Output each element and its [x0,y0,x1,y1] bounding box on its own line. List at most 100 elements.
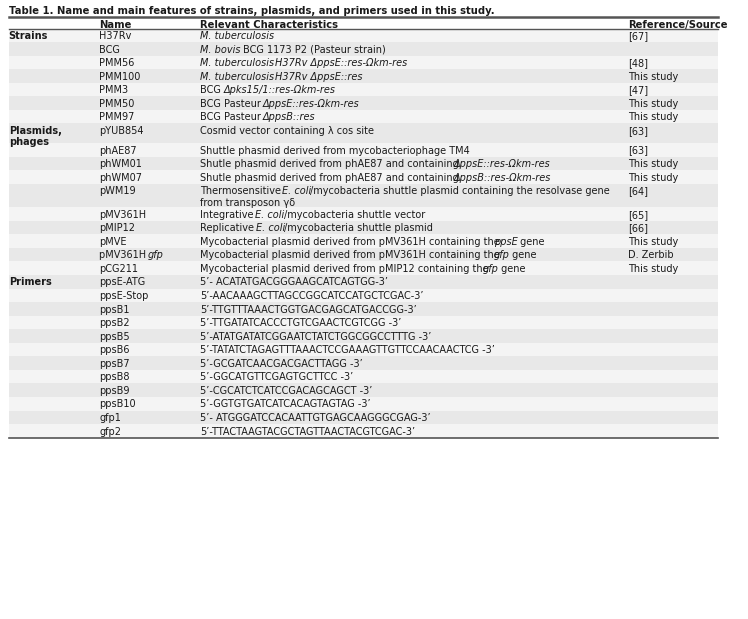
Bar [9,383,718,397]
Text: Relevant Characteristics: Relevant Characteristics [200,20,339,30]
Text: Reference/Source: Reference/Source [628,20,727,30]
Text: BCG 1173 P2 (Pasteur strain): BCG 1173 P2 (Pasteur strain) [242,45,385,54]
Text: [63]: [63] [628,126,648,136]
Bar [9,261,718,275]
Bar [9,288,718,302]
Text: [64]: [64] [628,186,648,196]
Text: M. tuberculosis: M. tuberculosis [200,72,278,82]
Bar [9,28,718,42]
Text: gene: gene [509,250,536,261]
Bar [9,97,718,110]
Text: Shuttle phasmid derived from mycobacteriophage TM4: Shuttle phasmid derived from mycobacteri… [200,145,470,155]
Text: This study: This study [628,159,678,169]
Text: E. coli: E. coli [282,186,311,196]
Bar [9,302,718,316]
Text: gfp: gfp [483,264,499,274]
Text: ΔppsB::res-Ωkm-res: ΔppsB::res-Ωkm-res [454,173,551,183]
Text: from transposon γδ: from transposon γδ [200,198,295,208]
Bar [9,110,718,123]
Text: M. tuberculosis: M. tuberculosis [200,58,278,68]
Bar [9,424,718,438]
Text: pMVE: pMVE [99,237,126,247]
Text: H37Rv ΔppsE::res-Ωkm-res: H37Rv ΔppsE::res-Ωkm-res [275,58,408,68]
Bar [9,56,718,69]
Text: phWM01: phWM01 [99,159,142,169]
Text: ppsB5: ppsB5 [99,332,129,342]
Text: Name: Name [99,20,132,30]
Text: ppsE-ATG: ppsE-ATG [99,277,145,287]
Text: pCG211: pCG211 [99,264,138,274]
Text: Table 1. Name and main features of strains, plasmids, and primers used in this s: Table 1. Name and main features of strai… [9,6,494,15]
Text: This study: This study [628,72,678,82]
Bar [9,248,718,261]
Bar [9,69,718,83]
Text: [63]: [63] [628,145,648,155]
Text: This study: This study [628,264,678,274]
Text: 5’-ATATGATATCGGAATCTATCTGGCGGCCTTTG -3’: 5’-ATATGATATCGGAATCTATCTGGCGGCCTTTG -3’ [200,332,432,342]
Text: phWM07: phWM07 [99,173,142,183]
Text: H37Rv ΔppsE::res: H37Rv ΔppsE::res [275,72,363,82]
Text: ΔppsE::res-Ωkm-res: ΔppsE::res-Ωkm-res [454,159,551,169]
Bar [9,343,718,357]
Bar [9,221,718,235]
Text: gene: gene [498,264,526,274]
Text: D. Zerbib: D. Zerbib [628,250,673,261]
Text: Shutle phasmid derived from phAE87 and containing: Shutle phasmid derived from phAE87 and c… [200,159,462,169]
Text: phAE87: phAE87 [99,145,137,155]
Text: ppsE-Stop: ppsE-Stop [99,291,149,301]
Text: Mycobacterial plasmid derived from pMIP12 containing the: Mycobacterial plasmid derived from pMIP1… [200,264,492,274]
Text: Strains: Strains [9,31,48,41]
Text: Cosmid vector containing λ cos site: Cosmid vector containing λ cos site [200,126,375,136]
Bar [9,184,718,207]
Text: 5’-GGCATGTTCGAGTGCTTCC -3’: 5’-GGCATGTTCGAGTGCTTCC -3’ [200,373,354,383]
Text: ppsB9: ppsB9 [99,386,129,396]
Bar [9,357,718,370]
Text: ppsB8: ppsB8 [99,373,129,383]
Bar [9,397,718,410]
Text: 5’-TTGATATCACCCTGTCGAACTCGTCGG -3’: 5’-TTGATATCACCCTGTCGAACTCGTCGG -3’ [200,318,402,328]
Text: gfp1: gfp1 [99,413,121,423]
Bar [9,83,718,97]
Text: Integrative: Integrative [200,210,257,220]
Text: /mycobacteria shuttle plasmid: /mycobacteria shuttle plasmid [284,223,433,233]
Text: pWM19: pWM19 [99,186,135,196]
Text: 5’-GGTGTGATCATCACAGTAGTAG -3’: 5’-GGTGTGATCATCACAGTAGTAG -3’ [200,399,371,409]
Text: PMM56: PMM56 [99,58,135,68]
Text: 5’-CGCATCTCATCCGACAGCAGCT -3’: 5’-CGCATCTCATCCGACAGCAGCT -3’ [200,386,373,396]
Text: PMM3: PMM3 [99,85,128,95]
Text: gene: gene [517,237,544,247]
Text: PMM97: PMM97 [99,112,135,123]
Text: Mycobacterial plasmid derived from pMV361H containing the: Mycobacterial plasmid derived from pMV36… [200,250,503,261]
Text: BCG Pasteur: BCG Pasteur [200,99,265,109]
Text: pMV361H: pMV361H [99,210,147,220]
Text: This study: This study [628,237,678,247]
Text: PMM50: PMM50 [99,99,135,109]
Text: E. coli: E. coli [256,223,285,233]
Text: gfp2: gfp2 [99,426,121,436]
Text: 5’-AACAAAGCTTAGCCGGCATCCATGCTCGAC-3’: 5’-AACAAAGCTTAGCCGGCATCCATGCTCGAC-3’ [200,291,424,301]
Text: E. coli: E. coli [255,210,284,220]
Text: BCG Pasteur: BCG Pasteur [200,112,265,123]
Text: M. bovis: M. bovis [200,45,244,54]
Text: PMM100: PMM100 [99,72,141,82]
Text: This study: This study [628,112,678,123]
Text: H37Rv: H37Rv [99,31,132,41]
Text: 5’-TTACTAAGTACGCTAGTTAACTACGTCGAC-3’: 5’-TTACTAAGTACGCTAGTTAACTACGTCGAC-3’ [200,426,416,436]
Bar [9,316,718,329]
Text: This study: This study [628,173,678,183]
Bar [9,329,718,343]
Text: /mycobacteria shuttle vector: /mycobacteria shuttle vector [283,210,425,220]
Text: BCG: BCG [200,85,224,95]
Text: [48]: [48] [628,58,648,68]
Text: This study: This study [628,99,678,109]
Text: /mycobacteria shuttle plasmid containing the resolvase gene: /mycobacteria shuttle plasmid containing… [310,186,610,196]
Text: ppsB10: ppsB10 [99,399,135,409]
Text: [66]: [66] [628,223,648,233]
Text: Shutle phasmid derived from phAE87 and containing: Shutle phasmid derived from phAE87 and c… [200,173,462,183]
Text: ppsE: ppsE [494,237,518,247]
Bar [9,235,718,248]
Text: Plasmids,
phages: Plasmids, phages [9,126,61,147]
Text: ΔppsB::res: ΔppsB::res [263,112,315,123]
Bar [9,143,718,157]
Text: ppsB7: ppsB7 [99,359,129,369]
